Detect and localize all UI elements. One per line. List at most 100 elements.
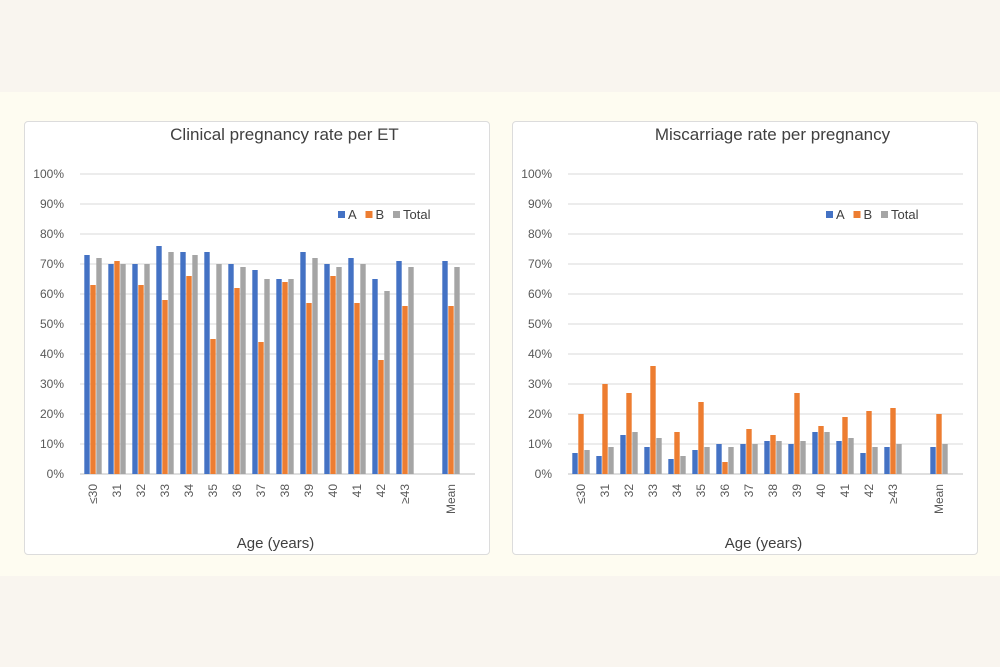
x-tick-label: 42 bbox=[374, 484, 388, 498]
x-tick-label: 37 bbox=[742, 484, 756, 498]
bar-b bbox=[114, 261, 120, 474]
y-tick-label: 90% bbox=[40, 197, 64, 211]
x-tick-label: 35 bbox=[694, 484, 708, 498]
x-tick-label: 31 bbox=[110, 484, 124, 498]
x-tick-label: 37 bbox=[254, 484, 268, 498]
x-tick-label: 39 bbox=[790, 484, 804, 498]
bar-total bbox=[384, 291, 390, 474]
bar-total bbox=[408, 267, 414, 474]
bar-total bbox=[800, 441, 806, 474]
legend-label-a: A bbox=[836, 207, 845, 222]
y-tick-label: 10% bbox=[528, 437, 552, 451]
bar-b bbox=[722, 462, 728, 474]
bar-total bbox=[656, 438, 662, 474]
bar-total bbox=[168, 252, 174, 474]
bar-total bbox=[824, 432, 830, 474]
y-tick-label: 70% bbox=[40, 257, 64, 271]
bar-total bbox=[608, 447, 614, 474]
y-tick-label: 30% bbox=[40, 377, 64, 391]
y-tick-label: 60% bbox=[528, 287, 552, 301]
bar-total bbox=[632, 432, 638, 474]
y-tick-label: 0% bbox=[535, 467, 553, 481]
x-tick-label: 33 bbox=[158, 484, 172, 498]
bar-total bbox=[584, 450, 590, 474]
bar-a bbox=[228, 264, 234, 474]
bar-total bbox=[96, 258, 102, 474]
y-tick-label: 20% bbox=[528, 407, 552, 421]
bar-b bbox=[936, 414, 942, 474]
bar-total bbox=[336, 267, 342, 474]
bar-a bbox=[156, 246, 162, 474]
y-tick-label: 100% bbox=[33, 167, 64, 181]
bar-a bbox=[84, 255, 90, 474]
bar-total bbox=[144, 264, 150, 474]
bar-a bbox=[716, 444, 722, 474]
y-tick-label: 10% bbox=[40, 437, 64, 451]
bar-a bbox=[252, 270, 258, 474]
bar-b bbox=[602, 384, 608, 474]
bar-total bbox=[288, 279, 294, 474]
bar-total bbox=[312, 258, 318, 474]
y-tick-label: 50% bbox=[528, 317, 552, 331]
x-tick-label: 32 bbox=[134, 484, 148, 498]
bar-a bbox=[884, 447, 890, 474]
bar-b bbox=[698, 402, 704, 474]
bar-a bbox=[108, 264, 114, 474]
bar-b bbox=[186, 276, 192, 474]
bar-b bbox=[578, 414, 584, 474]
bar-total bbox=[896, 444, 902, 474]
bar-b bbox=[258, 342, 264, 474]
bar-b bbox=[842, 417, 848, 474]
bar-total bbox=[872, 447, 878, 474]
bar-b bbox=[306, 303, 312, 474]
chart-miscarriage: Miscarriage rate per pregnancy 0% 10% 20% 30… bbox=[521, 125, 963, 552]
bar-a bbox=[860, 453, 866, 474]
bar-total bbox=[752, 444, 758, 474]
x-tick-label: ≤30 bbox=[574, 484, 588, 504]
x-tick-label: 33 bbox=[646, 484, 660, 498]
chart-title: Clinical pregnancy rate per ET bbox=[170, 125, 399, 144]
bar-b bbox=[674, 432, 680, 474]
bar-b bbox=[890, 408, 896, 474]
bar-a bbox=[572, 453, 578, 474]
x-tick-label: 38 bbox=[766, 484, 780, 498]
y-tick-label: 20% bbox=[40, 407, 64, 421]
legend-swatch-total bbox=[881, 211, 888, 218]
bar-a bbox=[204, 252, 210, 474]
bar-a bbox=[442, 261, 448, 474]
x-tick-label: 38 bbox=[278, 484, 292, 498]
x-tick-label: Mean bbox=[444, 484, 458, 514]
bar-total bbox=[704, 447, 710, 474]
x-tick-label: 40 bbox=[814, 484, 828, 498]
y-tick-label: 40% bbox=[40, 347, 64, 361]
bar-total bbox=[216, 264, 222, 474]
bar-a bbox=[644, 447, 650, 474]
bar-total bbox=[848, 438, 854, 474]
bar-total bbox=[454, 267, 460, 474]
x-tick-label: 42 bbox=[862, 484, 876, 498]
bar-b bbox=[162, 300, 168, 474]
bar-b bbox=[650, 366, 656, 474]
y-tick-label: 60% bbox=[40, 287, 64, 301]
chart-panel-miscarriage: Miscarriage rate per pregnancy 0% 10% 20% 30… bbox=[512, 121, 978, 555]
bar-b bbox=[770, 435, 776, 474]
bar-b bbox=[794, 393, 800, 474]
x-tick-label: 34 bbox=[670, 484, 684, 498]
bar-a bbox=[276, 279, 282, 474]
y-tick-label: 90% bbox=[528, 197, 552, 211]
chart-title: Miscarriage rate per pregnancy bbox=[655, 125, 891, 144]
x-tick-label: 40 bbox=[326, 484, 340, 498]
y-tick-label: 30% bbox=[528, 377, 552, 391]
bar-total bbox=[360, 264, 366, 474]
bar-a bbox=[620, 435, 626, 474]
bar-b bbox=[402, 306, 408, 474]
y-tick-label: 70% bbox=[528, 257, 552, 271]
legend-label-b: B bbox=[376, 207, 385, 222]
x-tick-label: 39 bbox=[302, 484, 316, 498]
legend-swatch-b bbox=[365, 211, 373, 218]
bar-b bbox=[378, 360, 384, 474]
legend-label-b: B bbox=[864, 207, 873, 222]
chart-panel-clinical-pregnancy: Clinical pregnancy rate per ET 0% 10% 20% 30… bbox=[24, 121, 490, 555]
x-tick-label: 41 bbox=[838, 484, 852, 498]
bar-b bbox=[746, 429, 752, 474]
